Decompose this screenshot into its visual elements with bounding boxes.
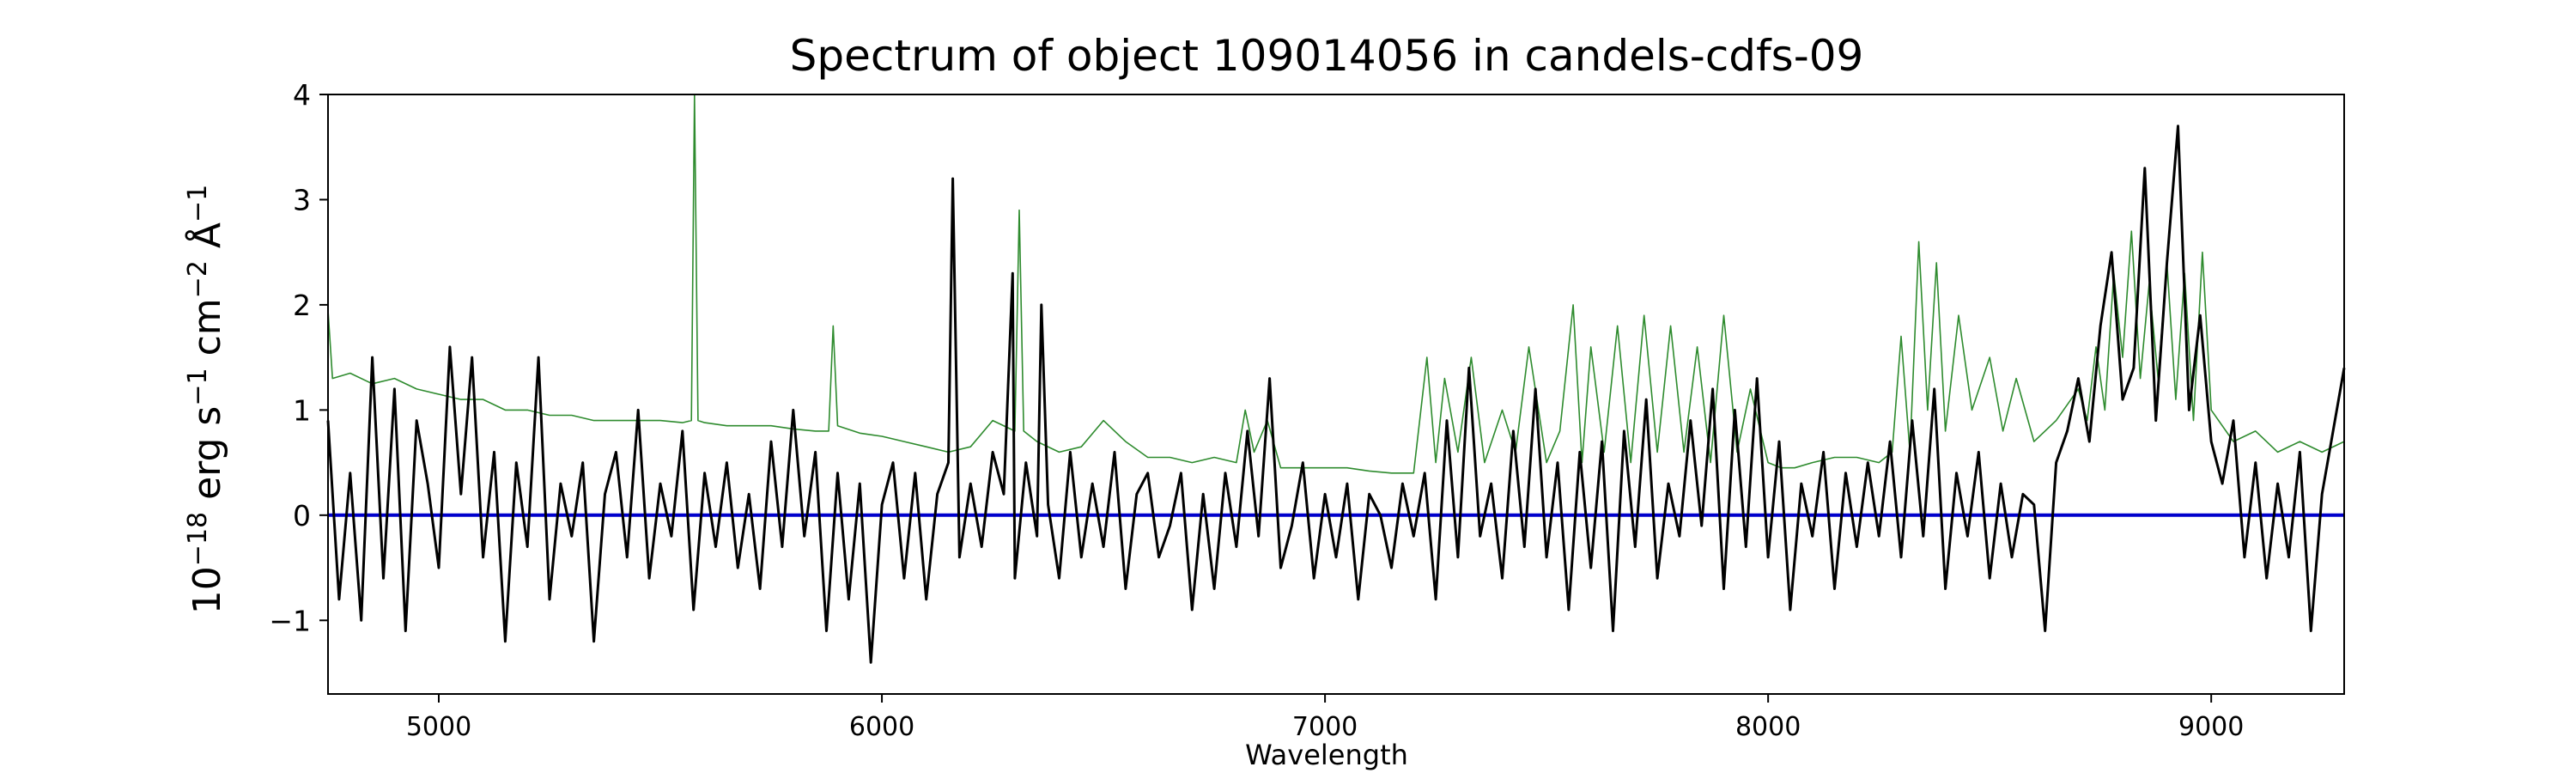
y-label-cm: cm bbox=[185, 298, 229, 368]
noise-line bbox=[327, 94, 2345, 474]
x-tick-label: 6000 bbox=[849, 712, 914, 742]
y-label-base: 10 bbox=[185, 566, 229, 614]
y-label-angstrom: Å bbox=[184, 222, 229, 260]
y-label-exp-1: −18 bbox=[183, 512, 213, 566]
y-label-exp-4: −1 bbox=[183, 185, 213, 222]
y-tick-label: −1 bbox=[269, 604, 311, 637]
y-axis: −1 0 1 2 3 4 bbox=[269, 78, 328, 637]
x-axis: 5000 6000 7000 8000 9000 bbox=[406, 694, 2244, 742]
y-tick-label: 2 bbox=[293, 289, 311, 322]
plot-frame bbox=[327, 94, 2345, 695]
x-tick-label: 9000 bbox=[2178, 712, 2244, 742]
chart-title: Spectrum of object 109014056 in candels-… bbox=[790, 31, 1864, 81]
x-axis-label: Wavelength bbox=[1245, 739, 1408, 771]
y-tick-label: 0 bbox=[293, 499, 311, 533]
y-tick-label: 3 bbox=[293, 183, 311, 216]
y-label-erg: erg s bbox=[185, 406, 229, 512]
y-label-exp-2: −1 bbox=[183, 368, 213, 405]
plot-area bbox=[326, 94, 2346, 664]
y-tick-label: 1 bbox=[293, 393, 311, 427]
x-tick-label: 5000 bbox=[406, 712, 471, 742]
y-axis-label: 10−18 erg s−1 cm−2 Å−1 bbox=[183, 185, 229, 614]
flux-line bbox=[326, 125, 2346, 664]
flux-series bbox=[326, 125, 2346, 664]
y-label-exp-3: −2 bbox=[183, 260, 213, 298]
x-tick-label: 8000 bbox=[1735, 712, 1801, 742]
noise-series bbox=[327, 94, 2345, 474]
x-tick-label: 7000 bbox=[1292, 712, 1358, 742]
y-tick-label: 4 bbox=[293, 78, 311, 112]
